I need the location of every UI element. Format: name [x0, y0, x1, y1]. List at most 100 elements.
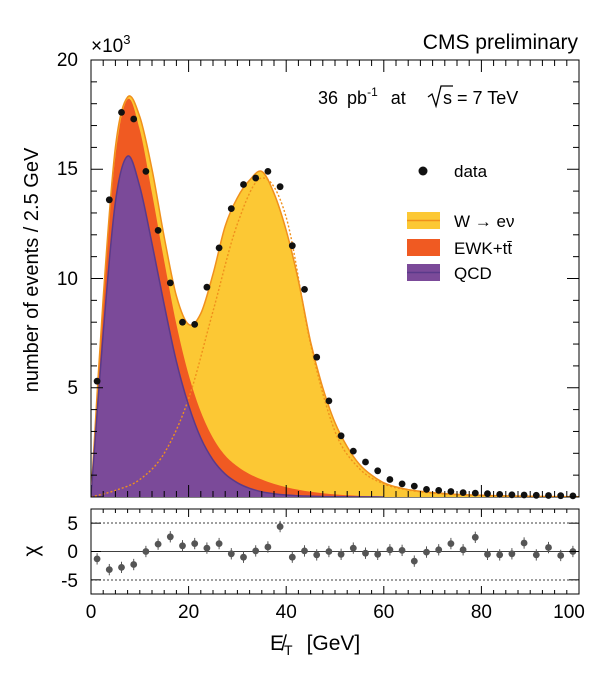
y-tick-label-10: 10 — [57, 269, 78, 290]
qcd-line — [91, 155, 384, 497]
chi-point — [166, 533, 174, 541]
data-points — [93, 109, 577, 500]
data-point — [362, 458, 369, 466]
data-point — [447, 488, 455, 495]
data-point — [545, 492, 552, 499]
ratio-tick-label-minus5: -5 — [61, 571, 78, 592]
legend-qcd-label: QCD — [454, 264, 492, 283]
data-point — [532, 491, 540, 499]
ratio-y-title: χ — [20, 545, 43, 556]
data-point — [435, 487, 443, 494]
data-point — [325, 397, 333, 405]
chi-point — [471, 533, 479, 541]
chi-point — [374, 550, 382, 558]
data-point — [166, 279, 174, 287]
experiment-label: CMS preliminary — [423, 31, 579, 54]
wenu-area — [91, 95, 579, 497]
chi-point — [386, 546, 394, 554]
ratio-tick-label-5: 5 — [67, 514, 78, 535]
data-point — [215, 244, 223, 252]
data-point — [252, 174, 260, 182]
chi-point — [301, 547, 308, 555]
chi-point — [142, 548, 150, 555]
data-point — [471, 489, 479, 497]
chi-point — [349, 544, 357, 552]
data-point — [105, 196, 113, 204]
legend-data-label: data — [454, 162, 488, 181]
data-point — [93, 377, 101, 385]
chi-point — [215, 540, 223, 547]
ratio-tick-label-0: 0 — [67, 542, 78, 563]
data-point — [154, 227, 162, 234]
data-point — [264, 168, 272, 175]
chi-point — [459, 546, 467, 554]
legend-data-marker — [418, 166, 428, 176]
data-point — [130, 115, 138, 123]
chi-point — [240, 553, 247, 561]
chi-point — [325, 548, 333, 555]
y-scale-factor: ×103 — [91, 32, 130, 57]
data-point — [227, 205, 235, 213]
x-tick-label-80: 80 — [471, 602, 492, 623]
data-point — [374, 467, 382, 475]
y-tick-label-15: 15 — [57, 159, 78, 180]
chi-point — [276, 523, 284, 530]
legend-ewk-swatch — [407, 239, 440, 256]
chi-point — [203, 544, 211, 552]
lumi-label: 36 pb-1 at — [318, 80, 406, 108]
data-point — [484, 490, 491, 498]
data-point — [301, 286, 308, 293]
data-point — [508, 491, 516, 499]
data-point — [313, 353, 321, 361]
chi-point — [508, 550, 516, 558]
x-tick-label-0: 0 — [86, 602, 97, 623]
chi-point — [179, 542, 186, 550]
x-tick-label-60: 60 — [373, 602, 394, 623]
data-point — [459, 489, 467, 496]
chi-point — [520, 539, 528, 547]
data-point — [410, 482, 418, 490]
chi-point — [227, 550, 235, 558]
chi-point — [496, 551, 504, 559]
data-point — [240, 181, 247, 188]
x-tick-label-40: 40 — [276, 602, 297, 623]
legend-ewk-label: EWK+tt̄ — [454, 239, 513, 258]
legend: data W → eν EWK+tt̄ QCD — [407, 162, 514, 283]
chi-point — [362, 549, 369, 557]
sqrt-symbol — [427, 85, 453, 109]
data-point — [118, 109, 125, 116]
chi-point — [545, 544, 552, 551]
qcd-area — [91, 155, 384, 497]
chi-point — [118, 564, 125, 571]
chi-point — [557, 552, 565, 559]
data-point — [496, 491, 504, 498]
y-tick-label-20: 20 — [57, 50, 78, 71]
x-tick-label-20: 20 — [178, 602, 199, 623]
chi-point — [93, 555, 101, 563]
data-point — [191, 321, 199, 328]
chi-point — [532, 551, 540, 559]
chi-point — [398, 547, 406, 554]
chi-point — [435, 546, 443, 554]
data-point — [557, 492, 565, 500]
data-point — [203, 283, 211, 291]
legend-wenu-label: W → eν — [454, 212, 514, 231]
data-point — [142, 168, 150, 175]
data-point — [398, 480, 406, 488]
chi-point — [423, 548, 430, 556]
chi-point — [154, 540, 162, 548]
data-point — [276, 183, 284, 191]
y-axis-title: number of events / 2.5 GeV — [21, 147, 43, 392]
chi-point — [252, 547, 260, 555]
chi-point — [447, 540, 455, 547]
chi-point — [484, 550, 491, 558]
chi-point — [313, 551, 321, 559]
ratio-ticks — [90, 509, 580, 594]
y-tick-label-5: 5 — [67, 378, 78, 399]
chi-point — [288, 553, 296, 561]
data-point — [288, 242, 296, 250]
data-point — [349, 447, 357, 455]
chi-point — [410, 557, 418, 565]
chi-point — [191, 540, 199, 547]
